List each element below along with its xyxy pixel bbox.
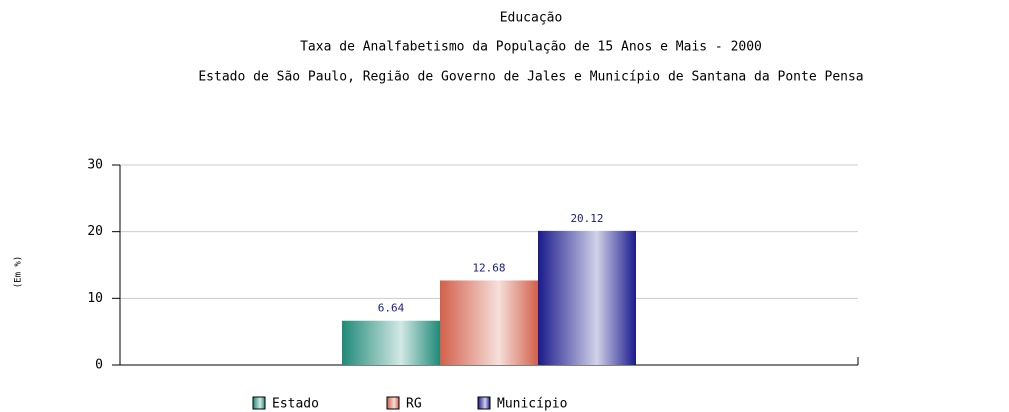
legend-label: Município (497, 397, 567, 412)
chart-title: Educação (500, 11, 563, 26)
y-tick-label: 10 (87, 291, 103, 306)
y-tick-label: 0 (95, 358, 103, 373)
legend-swatch (477, 396, 491, 410)
bar (440, 280, 538, 365)
value-label: 6.64 (378, 302, 405, 315)
y-axis-label: (Em %) (14, 256, 24, 289)
bar (342, 320, 440, 365)
legend-label: RG (406, 397, 422, 412)
value-label: 20.12 (570, 212, 603, 225)
legend-label: Estado (272, 397, 319, 412)
y-tick-label: 30 (87, 158, 103, 173)
chart-subtitle: Estado de São Paulo, Região de Governo d… (198, 70, 863, 85)
y-tick-label: 20 (87, 224, 103, 239)
legend-swatch (252, 396, 266, 410)
value-label: 12.68 (472, 261, 505, 274)
bar (538, 230, 636, 365)
chart-subtitle: Taxa de Analfabetismo da População de 15… (300, 40, 762, 55)
legend-swatch (386, 396, 400, 410)
